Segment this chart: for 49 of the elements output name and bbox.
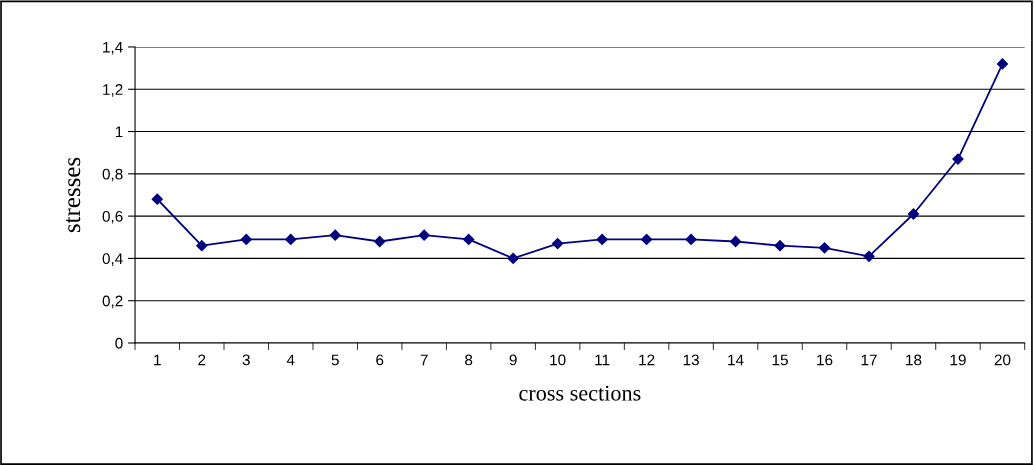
x-tick-label: 6 bbox=[376, 354, 384, 366]
x-tick-label: 9 bbox=[509, 354, 517, 366]
x-tick-label: 7 bbox=[420, 354, 428, 366]
x-tick-label: 12 bbox=[639, 354, 655, 366]
x-tick-label: 2 bbox=[198, 354, 206, 366]
x-tick-label: 14 bbox=[728, 354, 744, 366]
y-tick-label: 0 bbox=[115, 337, 123, 349]
y-tick-label: 1,2 bbox=[103, 84, 123, 97]
x-tick-label: 11 bbox=[595, 354, 610, 366]
x-tick-label: 18 bbox=[906, 354, 922, 366]
x-tick-label: 15 bbox=[772, 354, 788, 366]
point bbox=[196, 240, 208, 252]
y-tick-label: 0,8 bbox=[102, 168, 123, 182]
x-tick-label: 19 bbox=[950, 354, 966, 366]
x-axis-title: cross sections bbox=[519, 385, 641, 401]
x-tick-label: 8 bbox=[465, 354, 473, 366]
point bbox=[240, 233, 252, 245]
y-tick-label: 0,4 bbox=[102, 253, 123, 266]
x-tick-label: 5 bbox=[331, 354, 339, 366]
x-tick-label: 20 bbox=[994, 354, 1011, 366]
y-tick-label: 0,6 bbox=[102, 210, 123, 224]
point bbox=[863, 250, 875, 262]
point bbox=[418, 229, 430, 241]
y-axis-title: stresses bbox=[65, 157, 81, 233]
point bbox=[818, 242, 831, 254]
point bbox=[463, 233, 475, 245]
point bbox=[552, 238, 564, 250]
y-tick-label: 1,4 bbox=[103, 41, 123, 55]
point bbox=[640, 233, 653, 245]
point bbox=[151, 193, 163, 205]
point bbox=[329, 229, 341, 241]
point bbox=[685, 233, 697, 245]
point bbox=[996, 58, 1009, 70]
x-tick-label: 1 bbox=[154, 354, 161, 366]
point bbox=[285, 233, 297, 245]
x-tick-label: 16 bbox=[817, 354, 833, 366]
y-tick-label: 0,2 bbox=[102, 295, 123, 309]
x-tick-label: 13 bbox=[683, 354, 699, 366]
point bbox=[596, 233, 608, 245]
x-tick-label: 17 bbox=[861, 354, 877, 366]
y-tick-label: 1 bbox=[115, 126, 123, 138]
point bbox=[374, 235, 386, 248]
x-tick-label: 10 bbox=[550, 354, 566, 366]
x-tick-label: 3 bbox=[242, 354, 250, 366]
x-tick-label: 4 bbox=[286, 354, 295, 366]
point bbox=[507, 252, 519, 265]
point bbox=[729, 235, 742, 248]
point bbox=[774, 240, 786, 252]
point bbox=[907, 208, 920, 220]
